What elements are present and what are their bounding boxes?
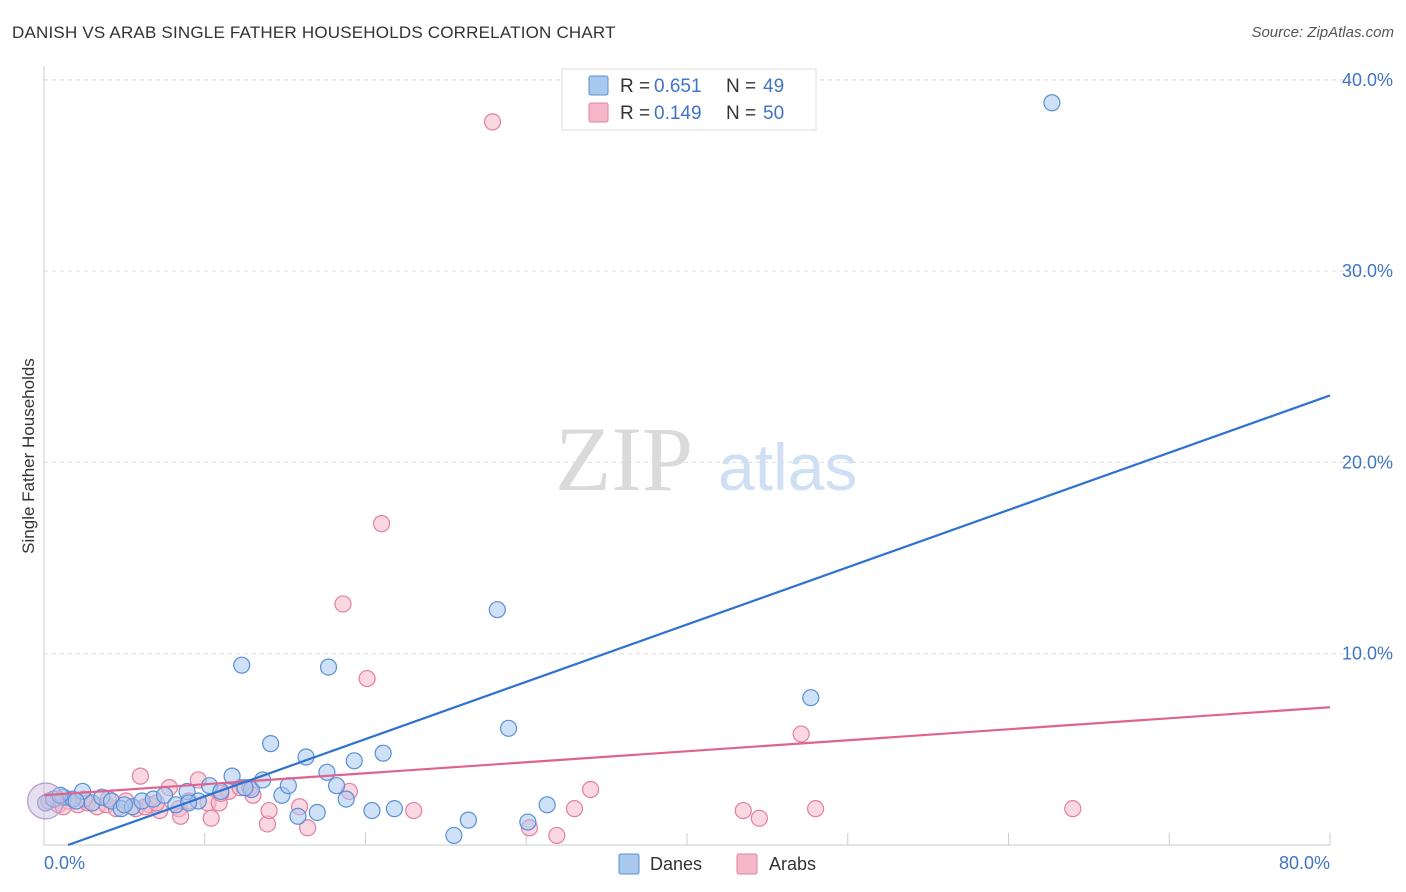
arabs-point-31 [372,515,391,533]
arabs-n-value: 50 [763,103,784,124]
origin-cluster-point [27,782,65,820]
arabs-point-28 [334,595,352,613]
danes-point-35 [385,800,404,818]
danes-legend-swatch [588,75,609,96]
danes-n-label: N = [726,76,756,97]
arabs-point-37 [581,780,600,799]
watermark-atlas: atlas [718,430,857,504]
y-axis-label: Single Father Households [19,358,38,554]
danes-point-41 [538,796,556,814]
danes-point-27 [308,803,326,822]
stats-legend: R = 0.651 N = 49 R = 0.149 N = 50 [561,68,817,131]
x-tick-label-min: 0.0% [44,853,85,873]
y-tick-label-40: 40.0% [1342,70,1393,90]
danes-point-44 [115,796,133,814]
danes-point-45 [67,792,85,810]
arabs-point-32 [405,801,423,820]
watermark-zip: ZIP [555,408,693,510]
arabs-point-19 [202,809,220,827]
danes-point-39 [499,719,518,737]
arabs-point-41 [806,800,825,818]
chart-title: DANISH VS ARAB SINGLE FATHER HOUSEHOLDS … [12,23,616,42]
arabs-point-42 [1064,800,1082,818]
arabs-n-label: N = [726,103,756,124]
arabs-trend-line [43,706,1331,797]
y-tick-label-10: 10.0% [1342,644,1393,664]
danes-point-25 [289,807,307,825]
arabs-r-value: 0.149 [654,103,702,124]
legend-danes-swatch [618,853,640,875]
danes-point-19 [233,656,251,674]
legend-arabs-swatch [736,853,758,875]
x-axis-ticks [204,833,1331,845]
arabs-point-36 [565,800,584,818]
series-legend: Danes Arabs [618,853,816,875]
danes-trend-line [67,394,1331,847]
danes-point-24 [279,777,297,795]
danes-r-label: R = [620,76,650,97]
arabs-point-33 [483,113,502,131]
danes-point-28 [318,763,336,781]
danes-point-37 [459,811,477,829]
arabs-point-39 [750,809,768,827]
danes-n-value: 49 [763,76,784,97]
danes-point-18 [223,767,241,785]
arabs-point-30 [358,669,376,688]
legend-arabs-label: Arabs [769,854,816,874]
arabs-point-27 [299,819,317,837]
source-credit: Source: ZipAtlas.com [1251,24,1394,41]
legend-danes-label: Danes [650,854,702,874]
danes-point-22 [262,735,280,753]
danes-point-38 [488,601,506,619]
danes-point-40 [519,813,537,831]
danes-point-32 [345,752,363,770]
danes-point-29 [319,658,338,676]
grid-lines [44,79,1366,655]
y-tick-label-30: 30.0% [1342,261,1393,281]
danes-point-31 [337,790,355,808]
danes-point-34 [374,744,392,762]
arabs-point-35 [548,826,566,845]
y-axis-tick-labels: 10.0% 20.0% 30.0% 40.0% [1342,70,1393,664]
danes-r-value: 0.651 [654,76,702,97]
danes-points [27,94,1061,845]
danes-point-47 [802,689,820,707]
arabs-point-38 [734,801,752,820]
arabs-point-40 [792,725,810,743]
danes-point-48 [1043,94,1061,112]
arabs-r-label: R = [620,103,650,124]
danes-point-33 [363,801,381,820]
arabs-point-10 [131,767,150,785]
trend-lines [43,394,1331,847]
x-tick-label-max: 80.0% [1279,853,1330,873]
y-tick-label-20: 20.0% [1342,452,1393,472]
arabs-point-25 [260,801,278,820]
arabs-legend-swatch [588,102,609,123]
danes-point-30 [327,777,346,795]
danes-point-36 [445,826,463,845]
